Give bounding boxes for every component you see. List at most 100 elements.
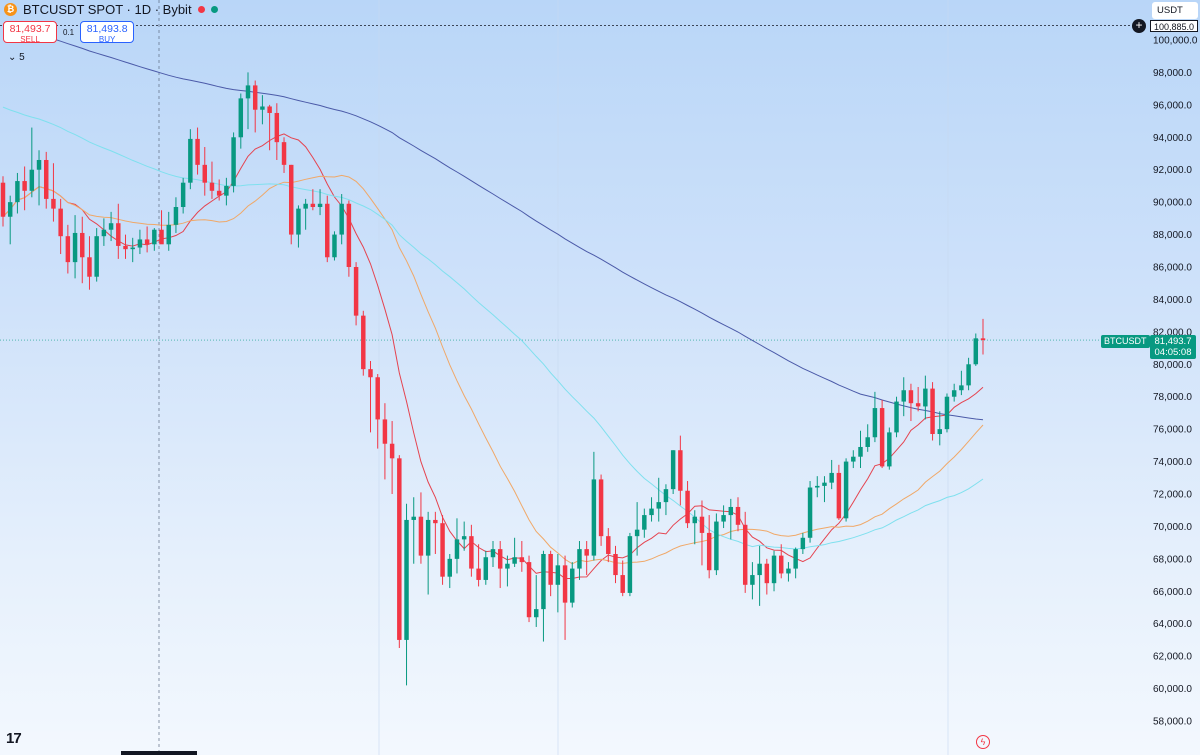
candle-body	[526, 562, 532, 618]
candle-body	[231, 137, 236, 186]
sell-label: SELL	[20, 35, 40, 44]
candle-body	[570, 568, 575, 603]
candle	[627, 532, 633, 597]
candle	[548, 550, 553, 597]
y-tick-label: 70,000.0	[1153, 522, 1192, 533]
candle	[476, 544, 481, 587]
candle-body	[418, 516, 424, 556]
candle-body	[87, 257, 92, 277]
candle	[598, 474, 604, 546]
candle	[742, 511, 748, 593]
candle-body	[339, 203, 344, 235]
candle-body	[966, 364, 971, 386]
candle-body	[584, 549, 589, 556]
y-tick-label: 92,000.0	[1153, 165, 1192, 176]
candle	[584, 541, 589, 576]
candle-body	[706, 532, 712, 571]
lightning-icon[interactable]: ϟ	[976, 735, 990, 749]
candle-body	[779, 555, 784, 574]
candle-body	[325, 203, 330, 258]
ma-orange-line	[2, 174, 984, 565]
y-tick-label: 62,000.0	[1153, 652, 1192, 663]
candle-body	[310, 203, 316, 208]
sell-button[interactable]: 81,493.7 SELL	[3, 21, 57, 44]
candle	[368, 361, 373, 433]
candle-body	[389, 443, 395, 459]
candle-body	[166, 224, 171, 245]
candle-body	[490, 549, 496, 558]
candle	[108, 211, 114, 242]
candle	[591, 451, 597, 561]
data-status-icon	[210, 6, 218, 13]
time-axis-cursor	[121, 751, 197, 755]
candle-body	[36, 159, 42, 170]
candle-body	[58, 208, 63, 237]
price-axis[interactable]: 100,000.0 98,000.0 96,000.0 94,000.0 92,000.…	[1153, 36, 1198, 728]
y-tick-label: 60,000.0	[1153, 684, 1192, 695]
candle-body	[685, 490, 690, 524]
candle-body	[764, 563, 770, 584]
candle	[642, 508, 647, 538]
candle	[22, 166, 27, 211]
candle	[541, 550, 546, 642]
candle-body	[930, 388, 935, 435]
candle	[980, 318, 986, 355]
candle	[923, 375, 928, 420]
candle-body	[375, 377, 380, 420]
candle-body	[216, 190, 222, 196]
candlestick-series	[0, 72, 986, 686]
candle	[353, 262, 359, 326]
candle	[245, 72, 251, 130]
candle	[901, 377, 906, 417]
add-alert-icon[interactable]: +	[1132, 19, 1146, 33]
candle	[764, 558, 770, 595]
candle	[750, 562, 755, 600]
candle-body	[7, 202, 13, 217]
candle	[411, 497, 416, 564]
symbol-title[interactable]: BTCUSDT SPOT · 1D · Bybit	[23, 2, 192, 17]
candle-body	[159, 229, 164, 245]
candle	[116, 203, 121, 259]
buy-button[interactable]: 81,493.8 BUY	[80, 21, 135, 44]
candle-body	[152, 229, 157, 245]
candle-body	[180, 182, 186, 208]
candle-body	[397, 458, 402, 640]
candle-body	[15, 181, 20, 203]
candle	[555, 553, 561, 613]
candle	[634, 502, 640, 556]
candle-body	[353, 267, 359, 316]
candle	[915, 386, 921, 412]
candle-body	[721, 515, 726, 522]
candle	[94, 228, 99, 282]
candle-body	[649, 508, 654, 516]
candle	[843, 458, 849, 522]
candle	[209, 161, 215, 199]
candle-body	[454, 539, 460, 559]
candle	[620, 560, 625, 597]
symbol-badge: BTCUSDT	[1101, 335, 1150, 348]
candle	[865, 424, 870, 452]
order-quantity[interactable]: 0.1	[63, 27, 75, 37]
ma-red-line	[2, 133, 984, 579]
candle	[959, 370, 964, 396]
candle	[346, 200, 352, 277]
candle-body	[260, 106, 265, 110]
candle	[714, 513, 719, 576]
y-tick-label: 58,000.0	[1153, 717, 1192, 728]
candle	[879, 399, 885, 469]
indicators-toggle[interactable]: ⌄ 5	[8, 52, 25, 63]
bar-countdown: 04:05:08	[1154, 347, 1192, 358]
candle	[454, 518, 460, 574]
tradingview-logo-icon[interactable]: 17	[6, 730, 22, 747]
candle-body	[512, 557, 517, 564]
candle	[216, 179, 222, 201]
candle	[130, 237, 135, 263]
candle-body	[656, 502, 661, 509]
currency-select[interactable]: USDT	[1152, 2, 1198, 19]
candle	[87, 236, 92, 290]
candle	[786, 562, 791, 582]
buy-label: BUY	[98, 35, 116, 44]
y-tick-label: 64,000.0	[1153, 619, 1192, 630]
symbol-header[interactable]: ₿ BTCUSDT SPOT · 1D · Bybit	[4, 2, 218, 17]
